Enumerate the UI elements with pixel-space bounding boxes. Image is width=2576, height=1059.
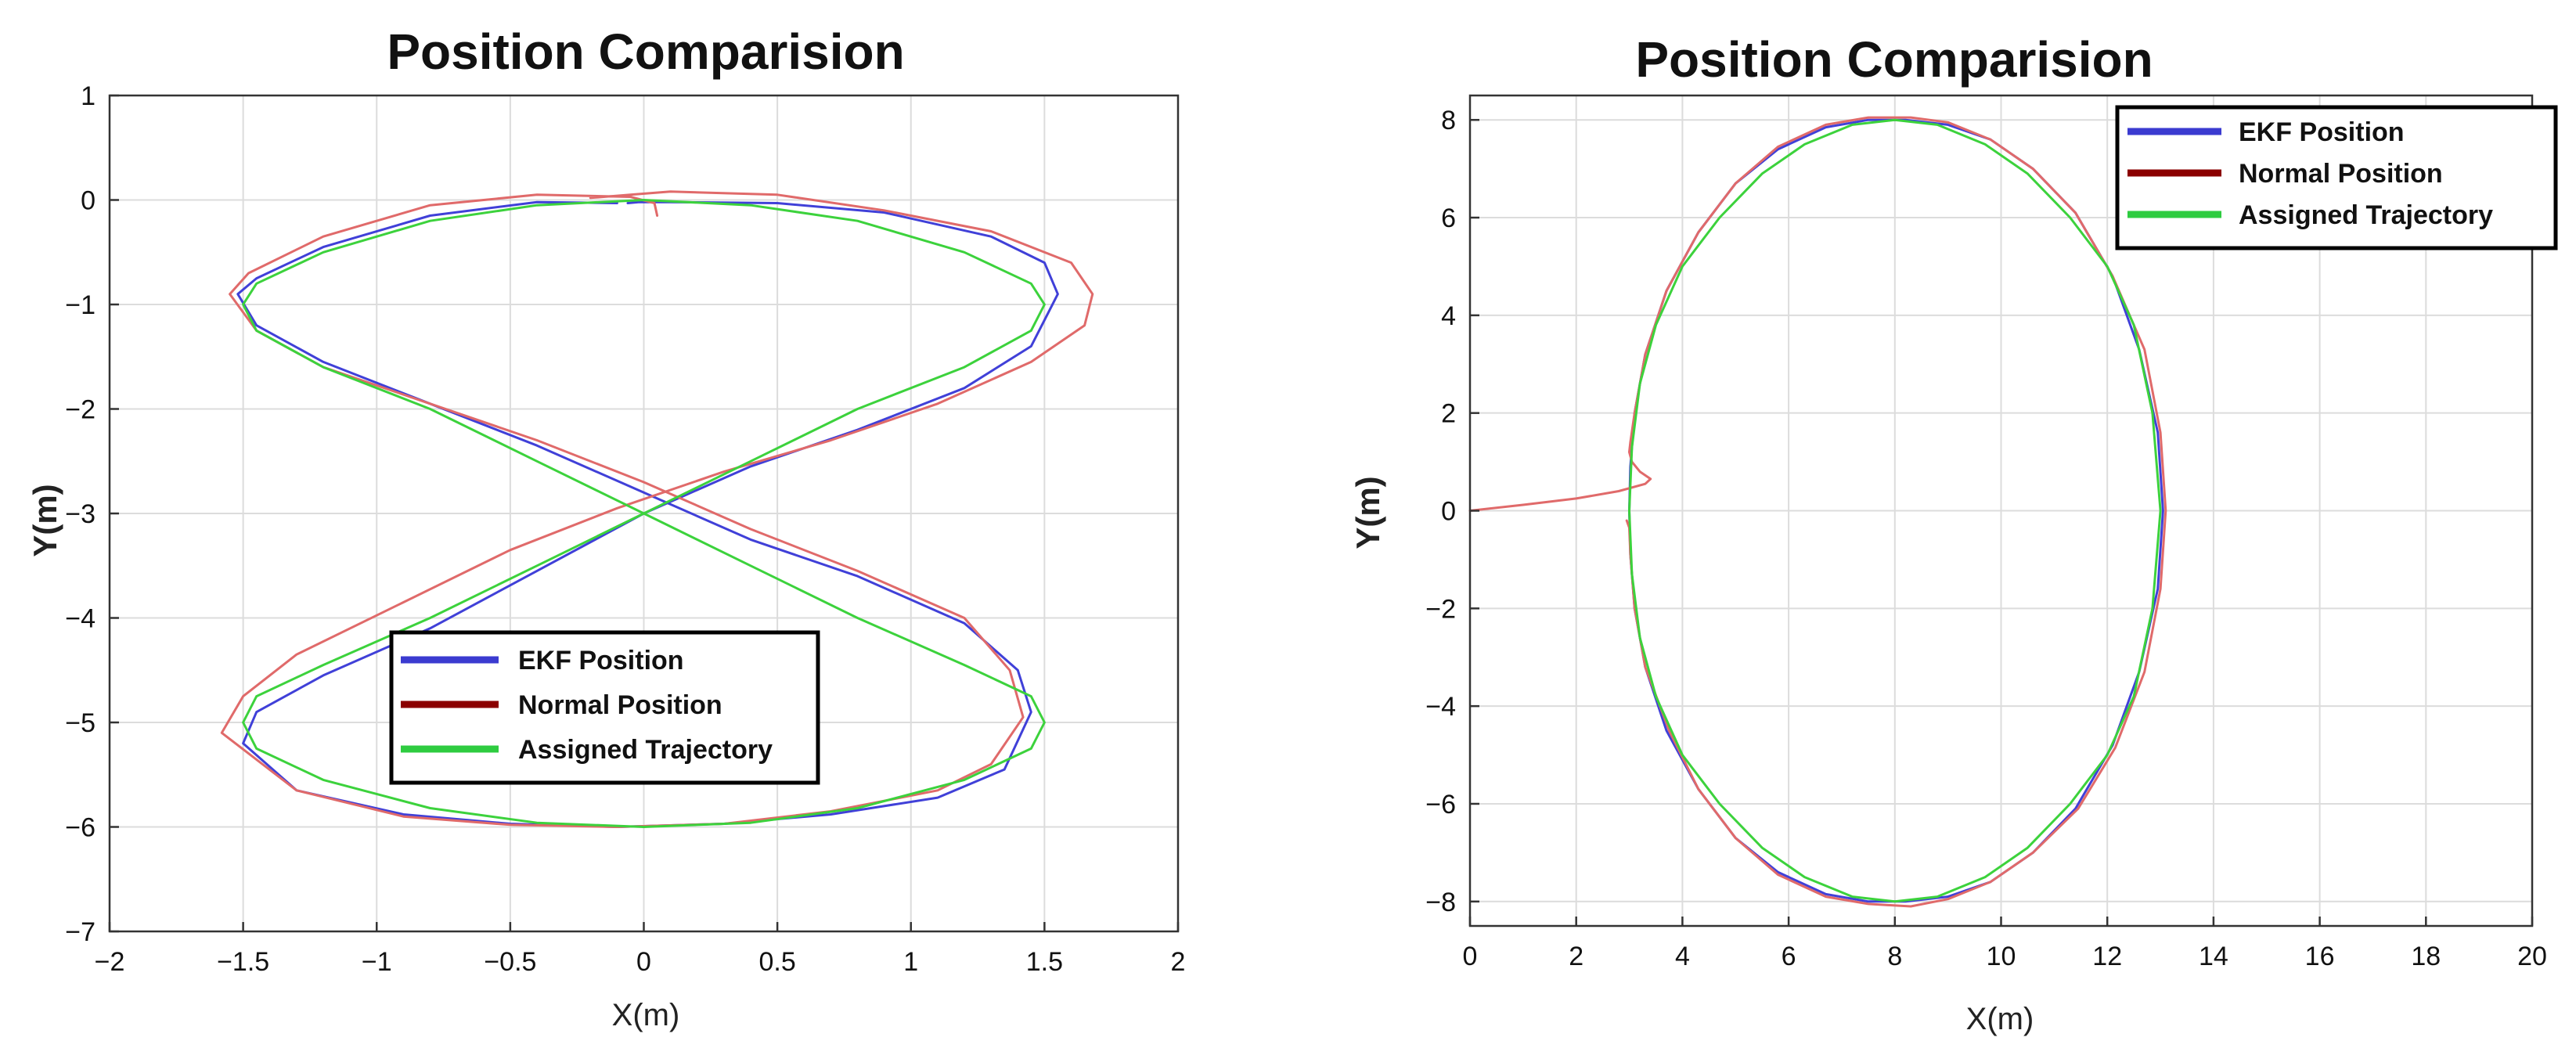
x-tick-label: 0.5	[758, 947, 795, 977]
x-tick-label: 8	[1887, 942, 1902, 971]
y-axis-label: Y(m)	[27, 484, 63, 557]
y-tick-label: 8	[1441, 106, 1456, 135]
legend-label: Assigned Trajectory	[2239, 200, 2493, 230]
x-tick-label: −1	[362, 947, 392, 977]
x-tick-label: 6	[1782, 942, 1796, 971]
chart-title: Position Comparision	[1635, 31, 2153, 88]
y-tick-label: −2	[65, 395, 95, 425]
x-tick-label: 0	[1463, 942, 1478, 971]
y-tick-label: −8	[1425, 888, 1456, 917]
series-line-normal-position	[1468, 116, 2167, 908]
tick-marks	[1468, 118, 2534, 926]
legend: EKF Position Normal Position Assigned Traj…	[2115, 105, 2558, 250]
y-tick-label: 0	[1441, 497, 1456, 527]
x-tick-label: 2	[1171, 947, 1186, 977]
x-tick-label: 12	[2092, 942, 2122, 971]
x-tick-label: −1.5	[217, 947, 269, 977]
y-axis-label: Y(m)	[1349, 476, 1386, 549]
series-line-assigned-trajectory	[242, 199, 1046, 828]
x-axis-label: X(m)	[1966, 1002, 2034, 1036]
x-tick-label: −0.5	[484, 947, 536, 977]
x-tick-labels: −2 −1.5 −1 −0.5 0 0.5 1 1.5 2	[95, 947, 1186, 977]
y-tick-label: −2	[1425, 594, 1456, 624]
legend-label: Assigned Trajectory	[518, 735, 773, 765]
x-tick-label: 1.5	[1026, 947, 1063, 977]
y-tick-label: −6	[1425, 790, 1456, 819]
tick-marks	[108, 94, 1180, 933]
x-tick-labels: 0 2 4 6 8 10 12 14 16 18 20	[1463, 942, 2547, 971]
x-tick-label: 20	[2517, 942, 2547, 971]
chart-left: −2 −1.5 −1 −0.5 0 0.5 1 1.5 2 1 0 −1 −2 −3 −4 −5 −6 −7 P…	[27, 23, 1186, 1032]
y-tick-label: −6	[65, 813, 95, 843]
x-tick-label: 10	[1987, 942, 2016, 971]
y-tick-label: 1	[81, 81, 95, 111]
y-tick-label: −4	[1425, 692, 1456, 722]
y-tick-label: 0	[81, 186, 95, 216]
y-tick-labels: 8 6 4 2 0 −2 −4 −6 −8	[1425, 106, 1456, 917]
y-tick-label: 2	[1441, 399, 1456, 429]
legend-label: Normal Position	[2239, 159, 2443, 189]
legend-label: Normal Position	[518, 690, 722, 720]
y-tick-label: −5	[65, 708, 95, 738]
legend-label: EKF Position	[518, 646, 684, 675]
legend: EKF Position Normal Position Assigned Traj…	[389, 630, 820, 785]
y-tick-label: 6	[1441, 204, 1456, 233]
series-lines	[1468, 116, 2167, 908]
x-tick-label: −2	[95, 947, 125, 977]
y-tick-label: −7	[65, 917, 95, 947]
y-tick-label: −3	[65, 499, 95, 529]
x-tick-label: 16	[2305, 942, 2335, 971]
y-tick-label: −1	[65, 290, 95, 320]
x-tick-label: 18	[2411, 942, 2441, 971]
x-tick-label: 14	[2199, 942, 2228, 971]
series-line-assigned-trajectory	[1628, 118, 2162, 903]
chart-title: Position Comparision	[387, 23, 904, 80]
legend-label: EKF Position	[2239, 117, 2405, 147]
y-tick-labels: 1 0 −1 −2 −3 −4 −5 −6 −7	[65, 81, 95, 947]
y-tick-label: 4	[1441, 301, 1456, 331]
x-tick-label: 2	[1569, 942, 1583, 971]
x-tick-label: 1	[903, 947, 918, 977]
x-tick-label: 4	[1675, 942, 1690, 971]
y-tick-label: −4	[65, 604, 95, 634]
series-lines	[220, 190, 1094, 828]
x-axis-label: X(m)	[612, 998, 680, 1032]
x-tick-label: 0	[636, 947, 651, 977]
